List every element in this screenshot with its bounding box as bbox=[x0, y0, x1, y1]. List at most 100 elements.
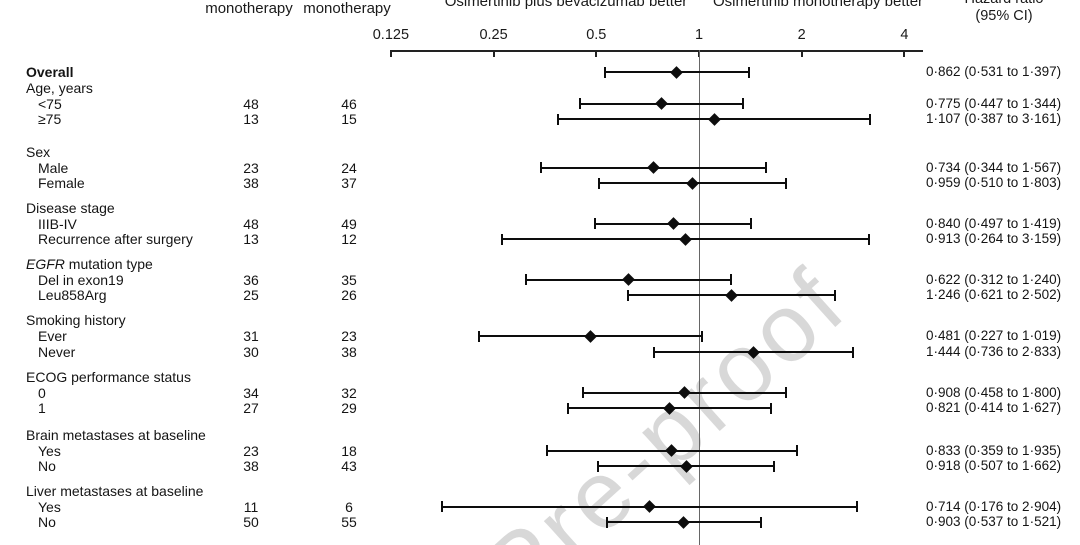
ci-cap-right bbox=[741, 98, 744, 109]
hr-ci-text: 0·714 (0·176 to 2·904) bbox=[926, 498, 1062, 514]
ci-cap-left bbox=[598, 177, 601, 189]
hr-ci-text: 0·821 (0·414 to 1·627) bbox=[926, 400, 1062, 415]
hr-ci-text: 0·775 (0·447 to 1·344) bbox=[926, 95, 1062, 111]
axis-tick bbox=[800, 50, 803, 57]
n-arm1: 27 bbox=[243, 400, 259, 416]
row-label: Recurrence after surgery bbox=[38, 231, 193, 247]
column-header-arm1: monotherapy bbox=[205, 0, 293, 17]
ci-cap-left bbox=[578, 98, 581, 109]
n-arm2: 29 bbox=[341, 400, 357, 416]
axis-tick bbox=[389, 50, 392, 57]
ci-cap-right bbox=[785, 177, 788, 189]
ci-cap-left bbox=[440, 501, 443, 512]
ci-cap-left bbox=[627, 289, 630, 301]
n-arm1: 23 bbox=[243, 159, 259, 176]
n-arm1: 30 bbox=[243, 344, 259, 360]
hr-point-diamond bbox=[646, 161, 660, 174]
gene-name-italic: EGFR bbox=[26, 256, 65, 272]
ci-cap-right bbox=[833, 289, 836, 301]
axis-tick-label: 0.5 bbox=[586, 27, 607, 43]
row-label: Liver metastases at baseline bbox=[26, 483, 204, 499]
hr-ci-text: 0·862 (0·531 to 1·397) bbox=[926, 64, 1062, 79]
row-label: 1 bbox=[38, 400, 46, 416]
n-arm2: 49 bbox=[341, 215, 357, 232]
ci-cap-left bbox=[567, 402, 570, 414]
hr-ci-text: 0·840 (0·497 to 1·419) bbox=[926, 215, 1062, 231]
n-arm1: 11 bbox=[243, 498, 259, 515]
hr-ci-text: 0·908 (0·458 to 1·800) bbox=[926, 384, 1062, 400]
hr-ci-text: 1·107 (0·387 to 3·161) bbox=[926, 111, 1062, 126]
reference-line-hr1 bbox=[698, 50, 700, 545]
hr-ci-text: 0·959 (0·510 to 1·803) bbox=[926, 175, 1062, 190]
n-arm1: 48 bbox=[243, 95, 259, 112]
row-label: No bbox=[38, 458, 56, 474]
row-label: IIIB-IV bbox=[38, 215, 77, 232]
hr-point-diamond bbox=[677, 515, 691, 529]
ci-cap-left bbox=[604, 66, 607, 78]
n-arm2: 43 bbox=[341, 458, 357, 474]
hr-ci-text: 0·918 (0·507 to 1·662) bbox=[926, 458, 1062, 473]
axis-tick-label: 2 bbox=[797, 27, 806, 43]
hr-ci-text: 0·913 (0·264 to 3·159) bbox=[926, 231, 1062, 246]
hr-point-diamond bbox=[679, 232, 692, 246]
n-arm2: 24 bbox=[341, 159, 357, 176]
row-label: No bbox=[38, 514, 56, 530]
row-label: ECOG performance status bbox=[26, 369, 191, 385]
hr-point-diamond bbox=[666, 217, 680, 230]
n-arm1: 23 bbox=[243, 442, 259, 459]
n-arm2: 32 bbox=[341, 384, 357, 401]
ci-cap-left bbox=[478, 330, 481, 342]
row-label: Overall bbox=[26, 64, 74, 80]
hr-ci-text: 0·622 (0·312 to 1·240) bbox=[926, 271, 1062, 287]
row-label: Age, years bbox=[26, 80, 93, 96]
n-arm1: 25 bbox=[243, 287, 259, 303]
column-header-arm2: monotherapy bbox=[303, 0, 391, 17]
ci-cap-left bbox=[605, 516, 608, 528]
row-label: EGFR mutation type bbox=[26, 256, 153, 272]
hr-ci-text: 0·833 (0·359 to 1·935) bbox=[926, 442, 1062, 458]
ci-cap-left bbox=[652, 346, 655, 358]
row-label: Yes bbox=[38, 498, 61, 515]
axis-tick-label: 0.25 bbox=[479, 27, 508, 43]
row-label: Sex bbox=[26, 144, 51, 160]
n-arm2: 55 bbox=[341, 514, 357, 530]
ci-cap-left bbox=[539, 162, 542, 173]
row-label: Smoking history bbox=[26, 312, 126, 328]
n-arm2: 15 bbox=[341, 111, 357, 127]
axis-tick bbox=[492, 50, 495, 57]
ci-cap-left bbox=[525, 274, 528, 285]
axis-line bbox=[390, 50, 923, 52]
row-label: Male bbox=[38, 159, 69, 176]
hr-point-diamond bbox=[622, 273, 636, 286]
n-arm2: 26 bbox=[341, 287, 357, 303]
ci-cap-right bbox=[852, 346, 855, 358]
row-label: Leu858Arg bbox=[38, 287, 107, 303]
row-label: Female bbox=[38, 175, 85, 191]
n-arm1: 36 bbox=[243, 271, 259, 288]
n-arm1: 31 bbox=[243, 328, 259, 344]
axis-tick-label: 0.125 bbox=[372, 27, 410, 43]
ci-cap-right bbox=[700, 330, 703, 342]
hr-ci-text: 0·734 (0·344 to 1·567) bbox=[926, 159, 1062, 175]
n-arm2: 38 bbox=[341, 344, 357, 360]
row-label: Yes bbox=[38, 442, 61, 459]
ci-cap-left bbox=[597, 460, 600, 472]
journal-preproof-watermark: Journal Pre-proof bbox=[180, 247, 868, 545]
n-arm1: 13 bbox=[243, 111, 259, 127]
n-arm2: 46 bbox=[341, 95, 357, 112]
ci-cap-right bbox=[795, 445, 798, 456]
ci-cap-right bbox=[729, 274, 732, 285]
ci-cap-right bbox=[868, 113, 871, 125]
hazard-ratio-title: Hazard ratio bbox=[938, 0, 1070, 8]
axis-tick-label: 4 bbox=[900, 27, 909, 43]
hr-point-diamond bbox=[707, 112, 721, 126]
hazard-ratio-header: Hazard ratio (95% CI) bbox=[938, 0, 1070, 25]
ci-cap-right bbox=[785, 387, 788, 398]
hr-ci-text: 0·481 (0·227 to 1·019) bbox=[926, 328, 1062, 343]
ci-cap-left bbox=[557, 113, 560, 125]
axis-tick bbox=[595, 50, 598, 57]
n-arm2: 18 bbox=[341, 442, 357, 459]
left-better-label: Osimertinib plus bevacizumab better bbox=[444, 0, 688, 10]
n-arm1: 48 bbox=[243, 215, 259, 232]
